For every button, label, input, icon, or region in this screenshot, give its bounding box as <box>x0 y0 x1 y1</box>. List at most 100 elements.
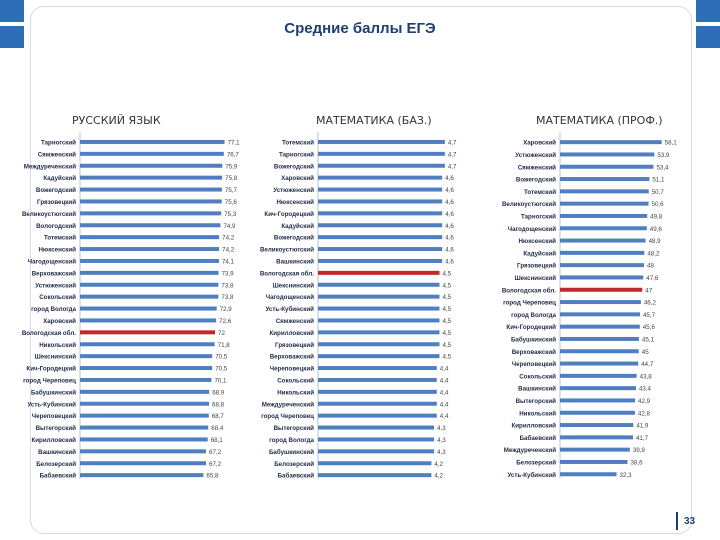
category-label: Грязовецкий <box>275 342 314 349</box>
value-label: 45,6 <box>643 324 656 331</box>
category-label: Никольский <box>39 342 76 349</box>
value-label: 75,7 <box>225 187 238 194</box>
category-label: Шекснинский <box>514 275 556 282</box>
category-label: город Череповец <box>23 377 76 384</box>
category-label: Кадуйский <box>281 223 314 230</box>
bar-highlight <box>318 270 440 275</box>
category-label: Череповецкий <box>32 413 76 420</box>
value-label: 4,6 <box>445 211 454 218</box>
category-label: Тотемский <box>524 189 556 196</box>
value-label: 73,9 <box>222 270 235 277</box>
value-label: 75,8 <box>225 175 238 182</box>
chart-title-math-base: МАТЕМАТИКА (БАЗ.) <box>316 114 432 127</box>
category-label: Кич-Городецкий <box>264 211 314 218</box>
category-label: Нюксенский <box>38 247 76 254</box>
value-label: 49,6 <box>650 226 663 233</box>
value-label: 43,8 <box>640 373 653 380</box>
category-label: Междуреченский <box>24 163 76 170</box>
value-label: 4,5 <box>443 330 452 337</box>
bar <box>80 425 209 430</box>
value-label: 45 <box>642 349 649 356</box>
category-label: Великоустюгский <box>22 211 76 218</box>
bar <box>560 189 649 194</box>
bar <box>560 423 634 428</box>
category-label: Вологодский <box>36 223 76 230</box>
value-label: 4,3 <box>437 437 446 444</box>
bar <box>80 163 223 168</box>
category-label: Сямженский <box>518 164 556 171</box>
category-label: Кирилловский <box>269 330 314 337</box>
bar <box>318 223 443 228</box>
category-label: Нюксенский <box>276 199 314 206</box>
category-label: Сямженский <box>38 151 76 158</box>
category-label: Никольский <box>519 410 556 417</box>
value-label: 73,8 <box>221 294 234 301</box>
value-label: 51,1 <box>652 177 665 184</box>
bar <box>318 139 445 144</box>
bar-chart-1: Тотемский 4,7 Тарногский 4,7 Вожегодский 4,7 Х… <box>260 132 457 480</box>
category-label: Кадуйский <box>43 175 76 182</box>
bar <box>80 389 210 394</box>
category-label: Великоустюгский <box>502 201 556 208</box>
category-label: Кич-Городецкий <box>26 366 76 373</box>
category-label: Бабушкинский <box>31 389 76 396</box>
value-label: 41,7 <box>636 435 649 442</box>
slide-card <box>30 6 692 534</box>
category-label: Вожегодский <box>274 235 314 242</box>
bar <box>560 373 637 378</box>
category-label: Харовский <box>43 318 76 325</box>
bar <box>560 312 640 317</box>
category-label: Чагодощенский <box>266 294 314 301</box>
bar <box>318 318 440 323</box>
bar-highlight <box>560 287 643 292</box>
bar-chart-0: Тарногский 77,1 Сямженский 76,7 Междуреченск… <box>22 132 240 480</box>
value-label: 68,8 <box>212 401 225 408</box>
value-label: 41,9 <box>636 423 649 430</box>
value-label: 53,9 <box>657 152 670 159</box>
value-label: 47,6 <box>646 275 659 282</box>
value-label: 4,6 <box>445 199 454 206</box>
category-label: город Череповец <box>503 300 556 307</box>
value-label: 49,8 <box>650 213 663 220</box>
value-label: 32,3 <box>620 472 633 479</box>
value-label: 50,6 <box>652 201 665 208</box>
bar <box>80 366 213 371</box>
value-label: 4,4 <box>440 366 449 373</box>
bar <box>80 282 219 287</box>
category-label: Харовский <box>523 140 556 147</box>
bar <box>560 324 640 329</box>
bar <box>318 294 440 299</box>
category-label: Грязовецкий <box>37 199 76 206</box>
value-label: 4,5 <box>443 282 452 289</box>
category-label: Устюженский <box>515 152 556 159</box>
bar <box>318 235 443 240</box>
decor-square <box>696 26 720 48</box>
category-label: Кадуйский <box>523 250 556 257</box>
category-label: Верховажский <box>512 349 556 356</box>
category-label: город Вологда <box>31 306 76 313</box>
value-label: 4,6 <box>445 223 454 230</box>
value-label: 4,2 <box>434 461 443 468</box>
decor-square <box>0 26 24 48</box>
category-label: Вытегорский <box>516 398 557 405</box>
category-label: Тотемский <box>282 139 314 146</box>
bar <box>560 336 639 341</box>
bar <box>318 199 443 204</box>
category-label: Усть-Кубинский <box>265 306 314 313</box>
category-label: город Череповец <box>261 413 314 420</box>
value-label: 72 <box>218 330 225 337</box>
category-label: Бабаевский <box>520 435 557 442</box>
category-label: Шекснинский <box>34 354 76 361</box>
bar <box>560 472 617 477</box>
value-label: 53,4 <box>656 164 669 171</box>
value-label: 39,9 <box>633 447 646 454</box>
bar <box>560 152 655 157</box>
bar <box>318 211 443 216</box>
value-label: 4,5 <box>443 306 452 313</box>
value-label: 4,5 <box>443 342 452 349</box>
category-label: Белозерский <box>516 459 556 466</box>
category-label: Вашкинский <box>518 386 556 393</box>
value-label: 67,2 <box>209 461 222 468</box>
value-label: 74,9 <box>223 223 236 230</box>
